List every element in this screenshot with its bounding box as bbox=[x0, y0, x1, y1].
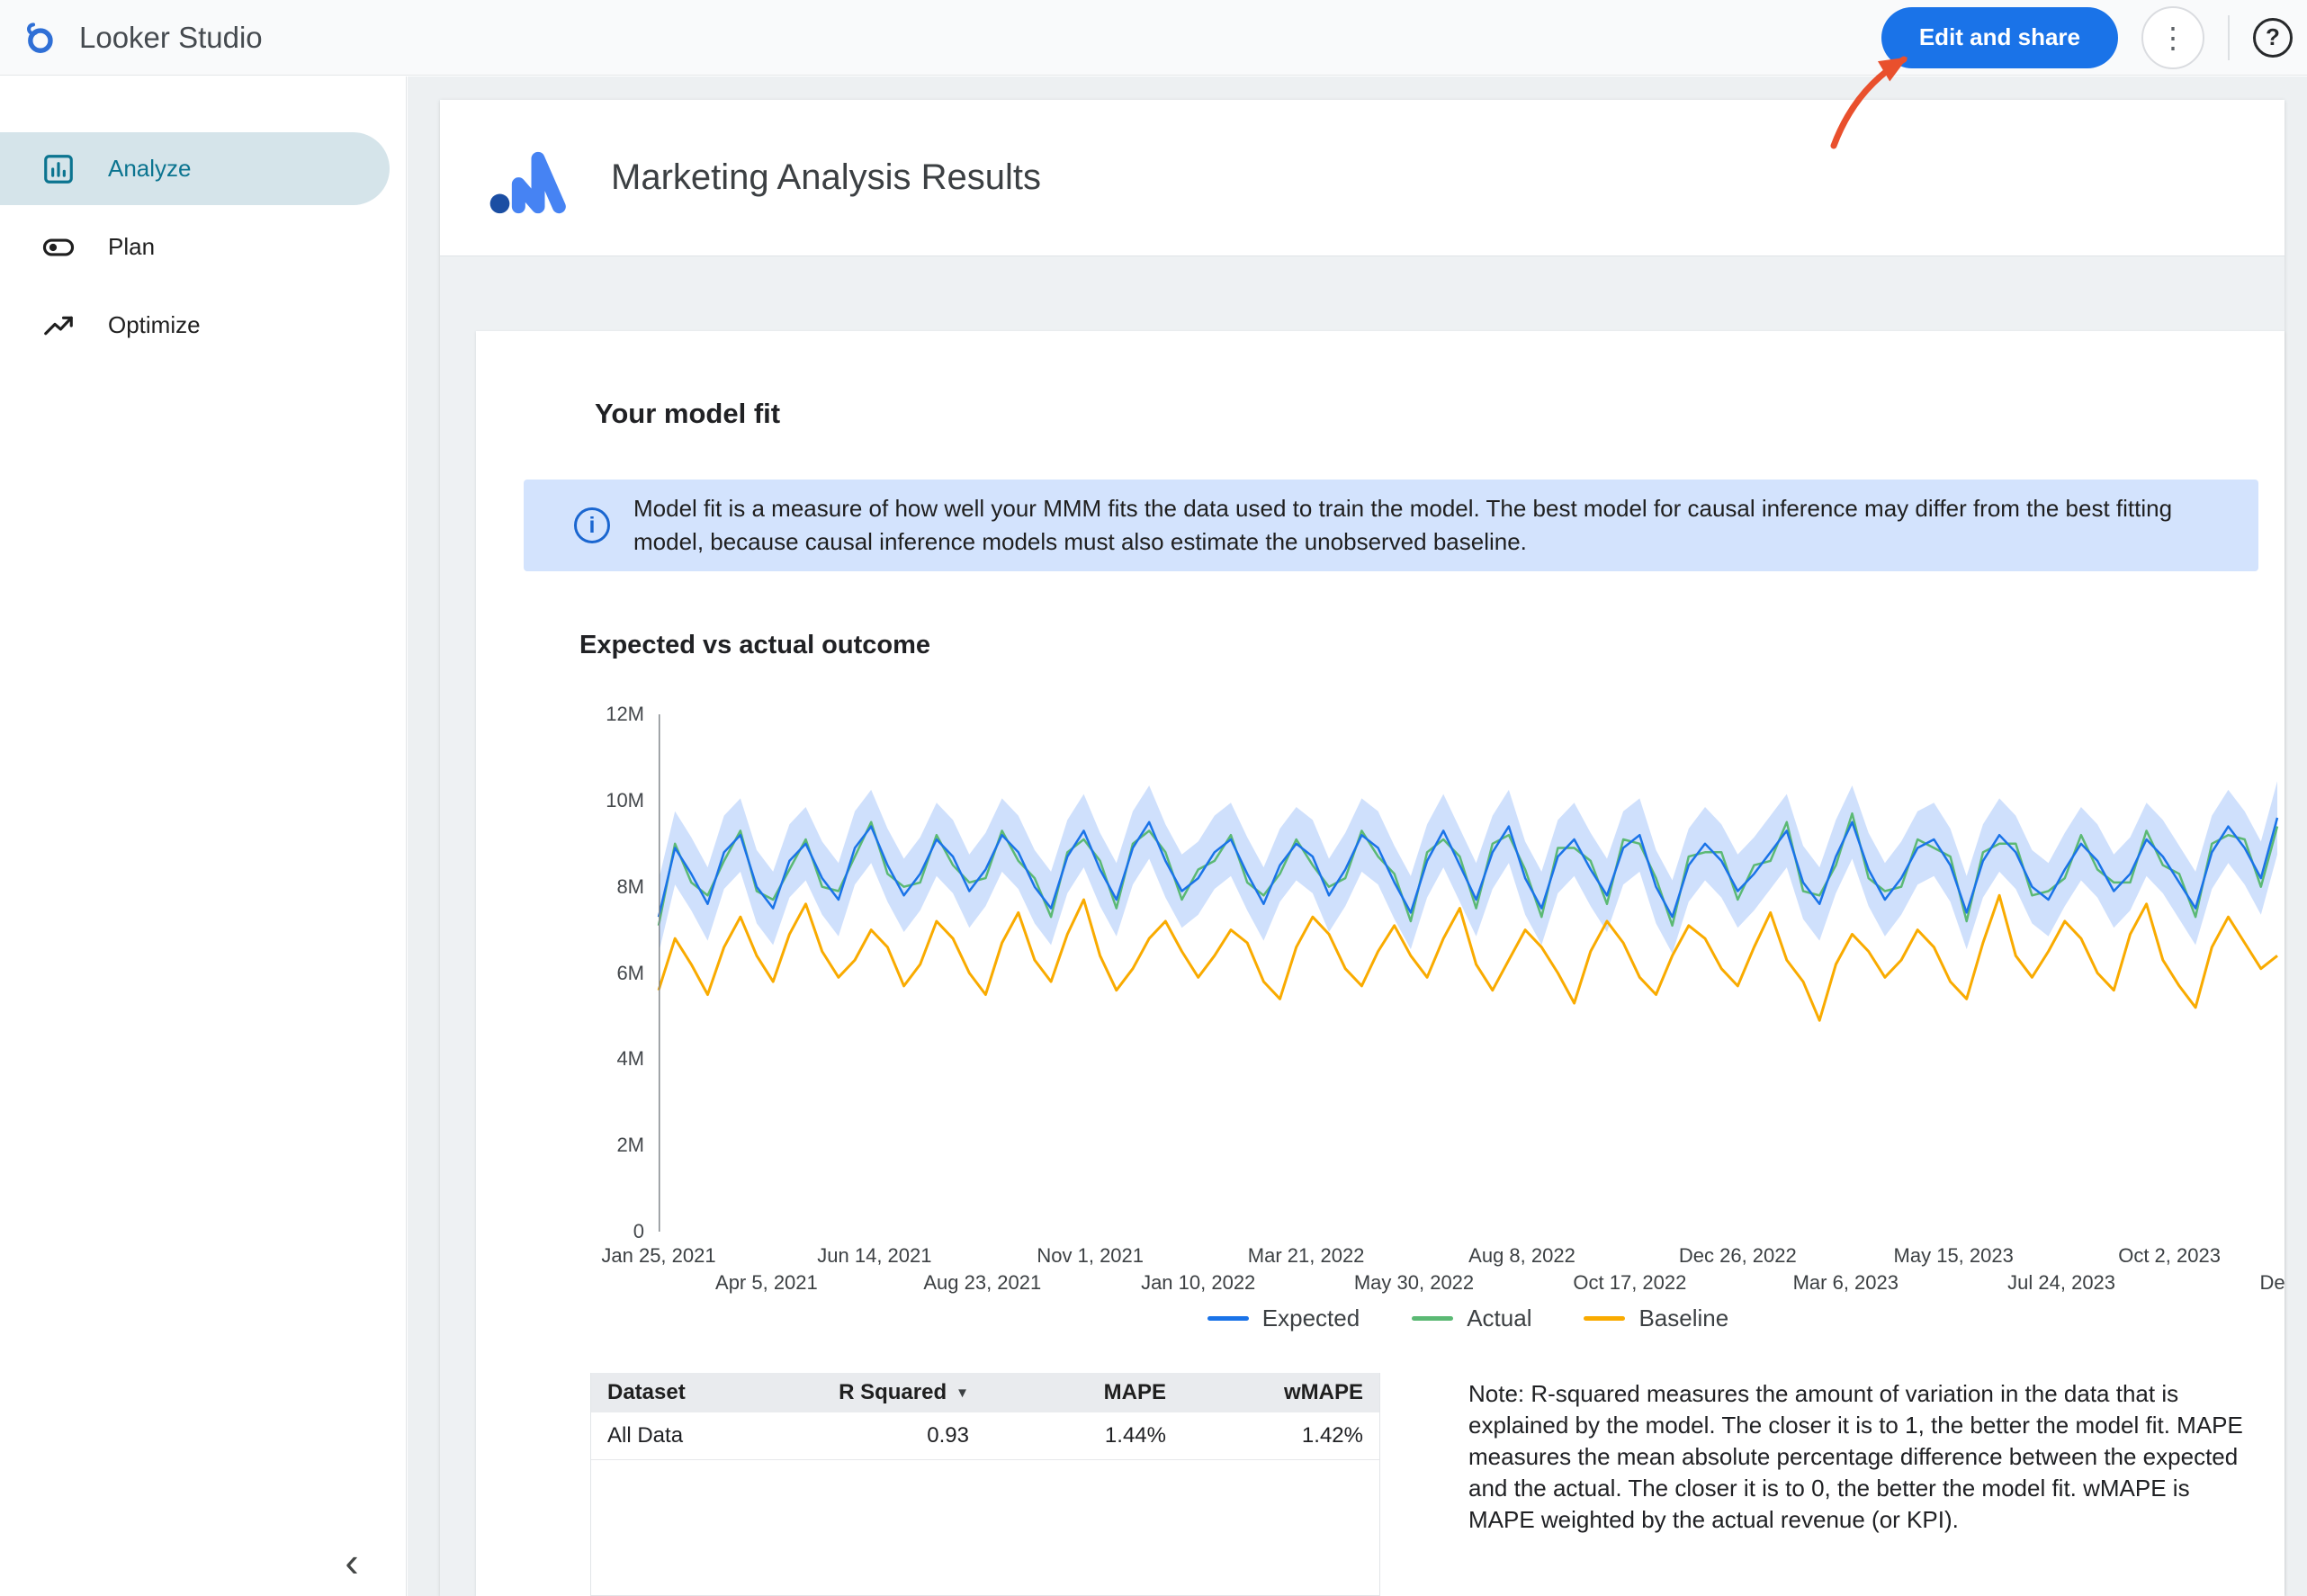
legend-label: Expected bbox=[1261, 1305, 1360, 1331]
column-header-label: R Squared bbox=[839, 1380, 947, 1404]
app-name: Looker Studio bbox=[79, 20, 263, 54]
sidebar: Analyze Plan Optimize ‹ bbox=[0, 76, 407, 1596]
help-button[interactable]: ? bbox=[2253, 17, 2293, 58]
y-tick-label: 0 bbox=[633, 1220, 644, 1242]
chart-legend: Expected Actual Baseline bbox=[659, 1305, 2277, 1332]
report-header: Marketing Analysis Results bbox=[440, 100, 2285, 256]
plan-toggle-icon bbox=[42, 238, 75, 256]
x-tick-label: Nov 1, 2021 bbox=[1037, 1244, 1145, 1267]
x-tick-label: Mar 6, 2023 bbox=[1792, 1271, 1899, 1294]
meridian-logo-icon bbox=[489, 151, 566, 213]
x-tick-label: Dec 26, 2022 bbox=[1678, 1244, 1797, 1267]
topbar-divider bbox=[2228, 14, 2230, 60]
y-axis-labels: 12M 10M 8M 6M 4M 2M 0 bbox=[572, 704, 644, 1242]
sidebar-item-label: Analyze bbox=[108, 155, 192, 182]
collapse-sidebar-button[interactable]: ‹ bbox=[328, 1538, 375, 1585]
x-tick-label: Jan 10, 2022 bbox=[1141, 1271, 1256, 1294]
optimize-trending-up-icon bbox=[44, 316, 73, 335]
sidebar-item-plan[interactable]: Plan bbox=[0, 211, 379, 283]
metrics-note: Note: R-squared measures the amount of v… bbox=[1468, 1380, 2243, 1533]
sidebar-item-label: Plan bbox=[108, 233, 156, 260]
table-header-row: Dataset R Squared ▼ MAPE wMAPE bbox=[591, 1373, 1379, 1412]
chart-plot[interactable]: 12M 10M 8M 6M 4M 2M 0 Jan 25, 2021 Apr 5, 2021 J… bbox=[601, 704, 2285, 1295]
column-header-r-squared[interactable]: R Squared ▼ bbox=[828, 1373, 985, 1412]
report-page: Marketing Analysis Results Your model fi… bbox=[440, 100, 2285, 1596]
legend-label: Baseline bbox=[1638, 1305, 1729, 1331]
y-tick-label: 10M bbox=[606, 788, 644, 811]
x-tick-label: Dec bbox=[2259, 1271, 2285, 1294]
x-tick-label: Jan 25, 2021 bbox=[601, 1244, 716, 1267]
x-tick-label: Oct 17, 2022 bbox=[1573, 1271, 1687, 1294]
x-tick-label: Oct 2, 2023 bbox=[2118, 1244, 2221, 1267]
legend-item: Expected bbox=[1207, 1305, 1360, 1332]
card-heading: Your model fit bbox=[595, 398, 781, 429]
page-title: Marketing Analysis Results bbox=[611, 157, 1041, 197]
x-tick-label: Apr 5, 2021 bbox=[715, 1271, 818, 1294]
x-tick-label: Aug 23, 2021 bbox=[923, 1271, 1042, 1294]
column-header-mape[interactable]: MAPE bbox=[1103, 1380, 1166, 1404]
sort-descending-icon: ▼ bbox=[956, 1385, 969, 1401]
column-header-wmape[interactable]: wMAPE bbox=[1283, 1380, 1363, 1404]
sidebar-item-label: Optimize bbox=[108, 311, 201, 338]
cell-dataset: All Data bbox=[607, 1423, 684, 1448]
x-tick-label: Mar 21, 2022 bbox=[1247, 1244, 1365, 1267]
report-canvas: Marketing Analysis Results Your model fi… bbox=[408, 76, 2307, 1596]
info-banner-text: Model fit is a measure of how well your … bbox=[633, 495, 2173, 555]
y-tick-label: 4M bbox=[616, 1047, 644, 1071]
x-tick-label: May 15, 2023 bbox=[1893, 1244, 2014, 1267]
y-tick-label: 12M bbox=[606, 703, 644, 725]
legend-swatch bbox=[1207, 1316, 1249, 1321]
looker-studio-logo[interactable]: Looker Studio bbox=[0, 21, 263, 55]
looker-logo-icon bbox=[27, 22, 53, 53]
chart-heading: Expected vs actual outcome bbox=[579, 631, 931, 659]
topbar: Looker Studio Edit and share ⋮ ? bbox=[0, 0, 2307, 76]
more-vert-icon: ⋮ bbox=[2159, 21, 2187, 54]
legend-swatch bbox=[1412, 1316, 1454, 1321]
y-tick-label: 8M bbox=[616, 874, 644, 898]
cell-r-squared: 0.93 bbox=[927, 1423, 969, 1448]
x-tick-label: May 30, 2022 bbox=[1353, 1271, 1475, 1294]
model-fit-card: Your model fit i Model fit is a measure … bbox=[476, 331, 2285, 1596]
x-axis-labels: Jan 25, 2021 Apr 5, 2021 Jun 14, 2021 Aug 2… bbox=[601, 1244, 2285, 1309]
column-header-dataset[interactable]: Dataset bbox=[607, 1380, 686, 1404]
legend-label: Actual bbox=[1467, 1305, 1532, 1331]
model-fit-table: Dataset R Squared ▼ MAPE wMAPE All Data … bbox=[590, 1373, 1380, 1596]
cell-wmape: 1.42% bbox=[1301, 1423, 1363, 1448]
chevron-left-icon: ‹ bbox=[345, 1538, 359, 1585]
x-tick-label: Jul 24, 2023 bbox=[2007, 1271, 2116, 1294]
x-tick-label: Aug 8, 2022 bbox=[1468, 1244, 1575, 1267]
more-options-button[interactable]: ⋮ bbox=[2141, 5, 2204, 69]
help-icon: ? bbox=[2266, 23, 2280, 50]
legend-item: Actual bbox=[1412, 1305, 1531, 1332]
legend-swatch bbox=[1584, 1316, 1626, 1321]
analyze-chart-icon bbox=[44, 154, 73, 184]
cell-mape: 1.44% bbox=[1104, 1423, 1166, 1448]
legend-item: Baseline bbox=[1584, 1305, 1728, 1332]
sidebar-item-optimize[interactable]: Optimize bbox=[0, 289, 379, 362]
info-icon: i bbox=[574, 507, 610, 543]
edit-and-share-button[interactable]: Edit and share bbox=[1881, 6, 2118, 68]
sidebar-item-analyze[interactable]: Analyze bbox=[0, 132, 390, 205]
y-tick-label: 6M bbox=[616, 961, 644, 984]
y-tick-label: 2M bbox=[616, 1134, 644, 1157]
x-tick-label: Jun 14, 2021 bbox=[817, 1244, 932, 1267]
table-row: All Data 0.93 1.44% 1.42% bbox=[591, 1412, 1379, 1460]
info-banner: i Model fit is a measure of how well you… bbox=[524, 480, 2258, 571]
time-series-chart bbox=[657, 714, 2279, 1232]
report-page-nav: Analyze Plan Optimize bbox=[0, 76, 406, 362]
